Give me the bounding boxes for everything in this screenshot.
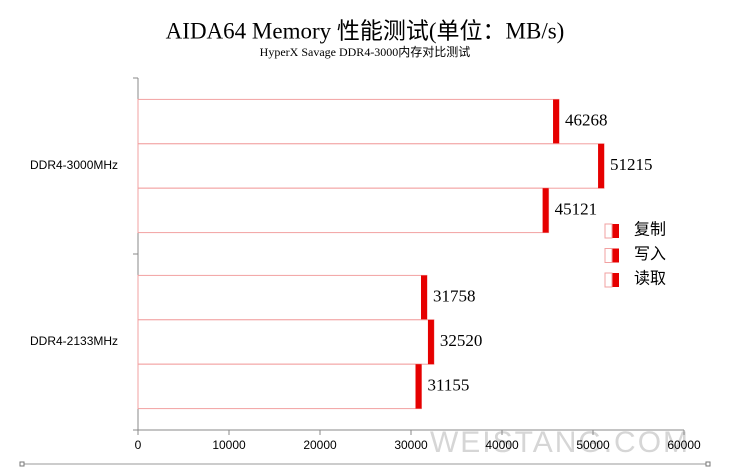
bar <box>137 187 550 234</box>
y-tick-label: DDR4-3000MHz <box>30 158 118 172</box>
value-label: 45121 <box>555 199 598 218</box>
legend-swatch-edge <box>604 272 613 288</box>
legend-label: 写入 <box>634 246 666 263</box>
x-tick-label: 40000 <box>485 438 519 452</box>
value-label: 32520 <box>440 331 483 350</box>
bar-cap <box>427 319 434 365</box>
legend-swatch <box>612 224 619 238</box>
legend-swatch <box>612 248 619 263</box>
x-tick-label: 50000 <box>576 438 610 452</box>
frame-handle <box>19 461 25 467</box>
bar-cap <box>553 99 560 144</box>
y-tick-label: DDR4-2133MHz <box>30 334 118 348</box>
x-tick-label: 0 <box>135 438 142 452</box>
x-tick-label: 20000 <box>303 438 337 452</box>
value-label: 51215 <box>610 155 653 174</box>
chart-subtitle: HyperX Savage DDR4-3000内存对比测试 <box>260 44 471 59</box>
watermark: WEISTANG.COM <box>430 426 690 459</box>
x-tick-label: 30000 <box>394 438 428 452</box>
bar <box>137 274 428 321</box>
bar-cap <box>420 275 427 320</box>
bar <box>137 143 605 189</box>
bar-cap <box>598 143 605 189</box>
bar-cap <box>415 364 422 409</box>
bar <box>137 98 560 145</box>
value-label: 46268 <box>565 111 608 130</box>
legend-swatch-edge <box>604 223 613 239</box>
bar <box>137 363 423 410</box>
bar-cap <box>542 188 549 233</box>
frame-handle <box>705 461 711 467</box>
value-label: 31155 <box>428 375 470 394</box>
legend-swatch-edge <box>604 248 613 263</box>
x-tick-label: 60000 <box>667 438 701 452</box>
x-tick-label: 10000 <box>212 438 246 452</box>
legend-swatch <box>612 273 619 287</box>
legend-label: 复制 <box>634 221 666 239</box>
bar <box>137 319 435 365</box>
value-label: 31758 <box>433 287 476 306</box>
legend-label: 读取 <box>634 270 666 288</box>
chart-title: AIDA64 Memory 性能测试(单位：MB/s) <box>166 18 565 43</box>
